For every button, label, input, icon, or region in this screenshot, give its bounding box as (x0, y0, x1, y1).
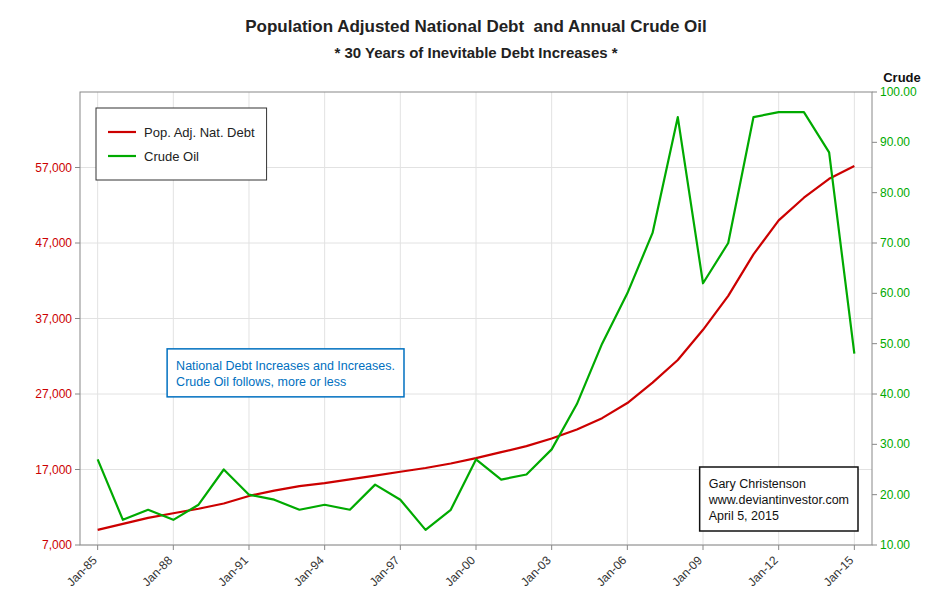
x-tick-label: Jan-97 (367, 553, 403, 589)
y2-tick-label: 100.00 (880, 85, 917, 99)
annotation-line: Crude Oil follows, more or less (176, 375, 346, 389)
axes: Jan-85 Jan-88 Jan-91 Jan-94 Jan-97 Jan-00 Jan-… (35, 85, 917, 589)
annotation-line: April 5, 2015 (709, 509, 779, 523)
legend-label: Crude Oil (144, 149, 199, 164)
x-tick (627, 545, 628, 550)
y2-tick-label: 20.00 (880, 488, 910, 502)
x-tick (173, 545, 174, 550)
annotation-text: Gary Christenson www.deviantinvestor.com A… (708, 477, 849, 523)
y-tick-label: 57,000 (35, 161, 72, 175)
x-tick (97, 545, 98, 550)
y-tick-label: 7,000 (42, 538, 72, 552)
legend: Pop. Adj. Nat. Debt Crude Oil (96, 108, 267, 180)
grid (80, 92, 872, 545)
x-tick (778, 545, 779, 550)
y-tick-label: 17,000 (35, 463, 72, 477)
y2-tick (872, 394, 877, 395)
y2-axis-label: Crude (883, 70, 921, 85)
y2-tick (872, 142, 877, 143)
annotation: National Debt Increases and Increases. Cr… (167, 349, 404, 397)
y2-tick-label: 90.00 (880, 135, 910, 149)
plot-frame (80, 92, 872, 545)
y2-tick (872, 494, 877, 495)
legend-swatch (108, 155, 136, 157)
annotation-line: National Debt Increases and Increases. (176, 359, 395, 373)
x-tick-label: Jan-06 (594, 553, 630, 589)
annotation-line: www.deviantinvestor.com (708, 493, 849, 507)
x-tick-label: Jan-00 (442, 553, 478, 589)
y2-tick-label: 30.00 (880, 437, 910, 451)
y-tick (75, 243, 80, 244)
y2-tick-label: 40.00 (880, 387, 910, 401)
y-tick-label: 47,000 (35, 236, 72, 250)
annotation-box (167, 349, 404, 397)
y2-tick (872, 192, 877, 193)
x-tick (400, 545, 401, 550)
grid-line-y (80, 243, 872, 244)
y2-tick (872, 545, 877, 546)
legend-label: Pop. Adj. Nat. Debt (144, 125, 255, 140)
grid-line-y (80, 318, 872, 319)
background (0, 0, 951, 615)
y2-tick (872, 343, 877, 344)
x-tick-label: Jan-09 (669, 553, 705, 589)
annotation: Gary Christenson www.deviantinvestor.com A… (700, 467, 858, 531)
x-tick-label: Jan-94 (291, 553, 327, 589)
x-tick-label: Jan-88 (140, 553, 176, 589)
x-tick (248, 545, 249, 550)
y2-tick (872, 92, 877, 93)
title: Population Adjusted National Debt and An… (245, 17, 707, 36)
x-tick-label: Jan-15 (821, 553, 857, 589)
y-tick (75, 394, 80, 395)
x-tick-label: Jan-12 (745, 553, 781, 589)
y-tick (75, 545, 80, 546)
y-tick (75, 167, 80, 168)
y2-tick-label: 50.00 (880, 337, 910, 351)
x-tick-label: Jan-85 (64, 553, 100, 589)
y2-tick-label: 70.00 (880, 236, 910, 250)
y-tick-label: 37,000 (35, 312, 72, 326)
y-tick (75, 318, 80, 319)
x-tick (854, 545, 855, 550)
x-tick (551, 545, 552, 550)
legend-frame (96, 108, 267, 180)
chart: Population Adjusted National Debt and An… (0, 0, 951, 615)
y2-tick (872, 293, 877, 294)
y-tick (75, 469, 80, 470)
y2-tick-label: 60.00 (880, 286, 910, 300)
subtitle: * 30 Years of Inevitable Debt Increases … (334, 44, 617, 61)
y-tick-label: 27,000 (35, 387, 72, 401)
x-tick-label: Jan-03 (518, 553, 554, 589)
legend-swatch (108, 131, 136, 133)
annotation-text: National Debt Increases and Increases. Cr… (176, 359, 395, 389)
y2-tick-label: 10.00 (880, 538, 910, 552)
annotation-line: Gary Christenson (709, 477, 806, 491)
x-tick (703, 545, 704, 550)
y2-tick (872, 243, 877, 244)
annotation-box (700, 467, 858, 531)
y2-tick (872, 444, 877, 445)
x-tick-label: Jan-91 (215, 553, 251, 589)
x-tick (324, 545, 325, 550)
y2-tick-label: 80.00 (880, 186, 910, 200)
x-tick (476, 545, 477, 550)
